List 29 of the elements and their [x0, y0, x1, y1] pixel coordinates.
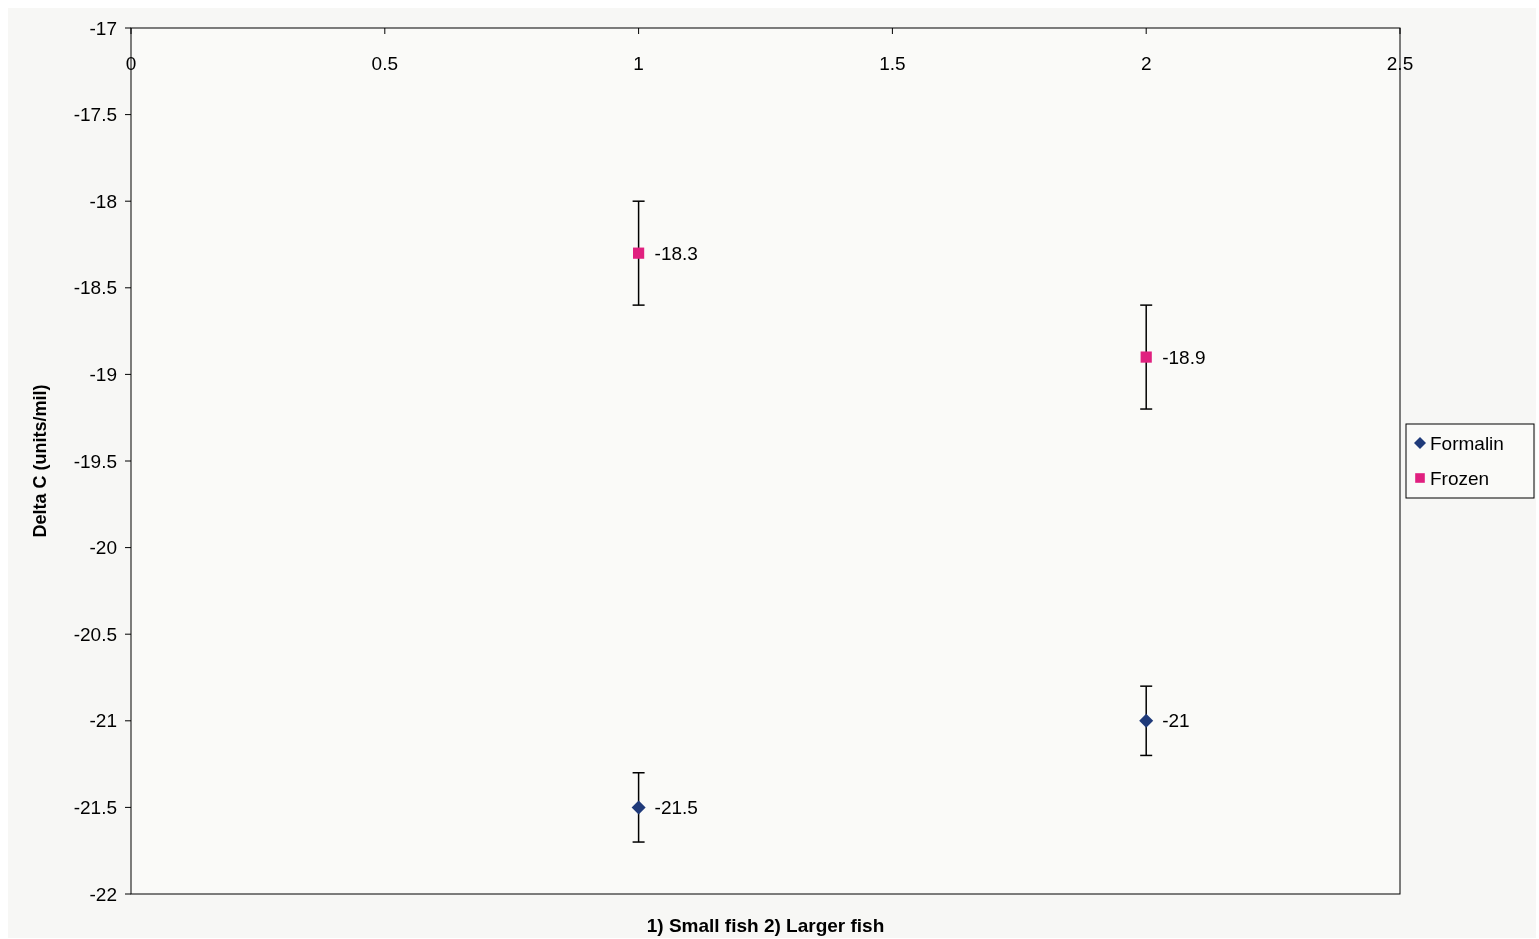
x-tick-label: 2 [1140, 53, 1152, 74]
y-tick-label: -20.5 [73, 623, 117, 645]
x-tick-label: 2.5 [1386, 53, 1414, 74]
data-label: -18.3 [654, 242, 698, 264]
data-label: -21 [1162, 710, 1190, 732]
y-tick-label: -21.5 [73, 797, 117, 819]
y-tick-label: -17.5 [73, 104, 117, 126]
point [631, 800, 646, 815]
y-axis-title: Delta C (units/mil) [30, 384, 50, 538]
y-tick-label: -18 [89, 190, 117, 212]
y-tick-label: -18.5 [73, 277, 117, 299]
x-tick-label: 1 [633, 53, 644, 74]
data-label: -21.5 [654, 797, 698, 819]
legend-label: Formalin [1430, 432, 1504, 454]
legend-label: Frozen [1430, 467, 1490, 489]
x-axis-title: 1) Small fish 2) Larger fish [646, 915, 885, 936]
data-label: -18.9 [1162, 346, 1206, 368]
y-tick-label: -20 [89, 537, 117, 559]
point [1140, 351, 1152, 363]
point [1139, 713, 1154, 728]
x-tick-label: 1.5 [879, 53, 906, 74]
y-tick-label: -19.5 [73, 450, 117, 472]
x-tick-label: 0.5 [371, 53, 399, 74]
point [633, 247, 645, 259]
y-tick-label: -19 [89, 364, 117, 386]
y-tick-label: -21 [89, 710, 117, 732]
y-tick-label: -22 [89, 883, 117, 905]
y-tick-label: -17 [89, 17, 117, 39]
x-tick-label: 0 [125, 53, 137, 74]
